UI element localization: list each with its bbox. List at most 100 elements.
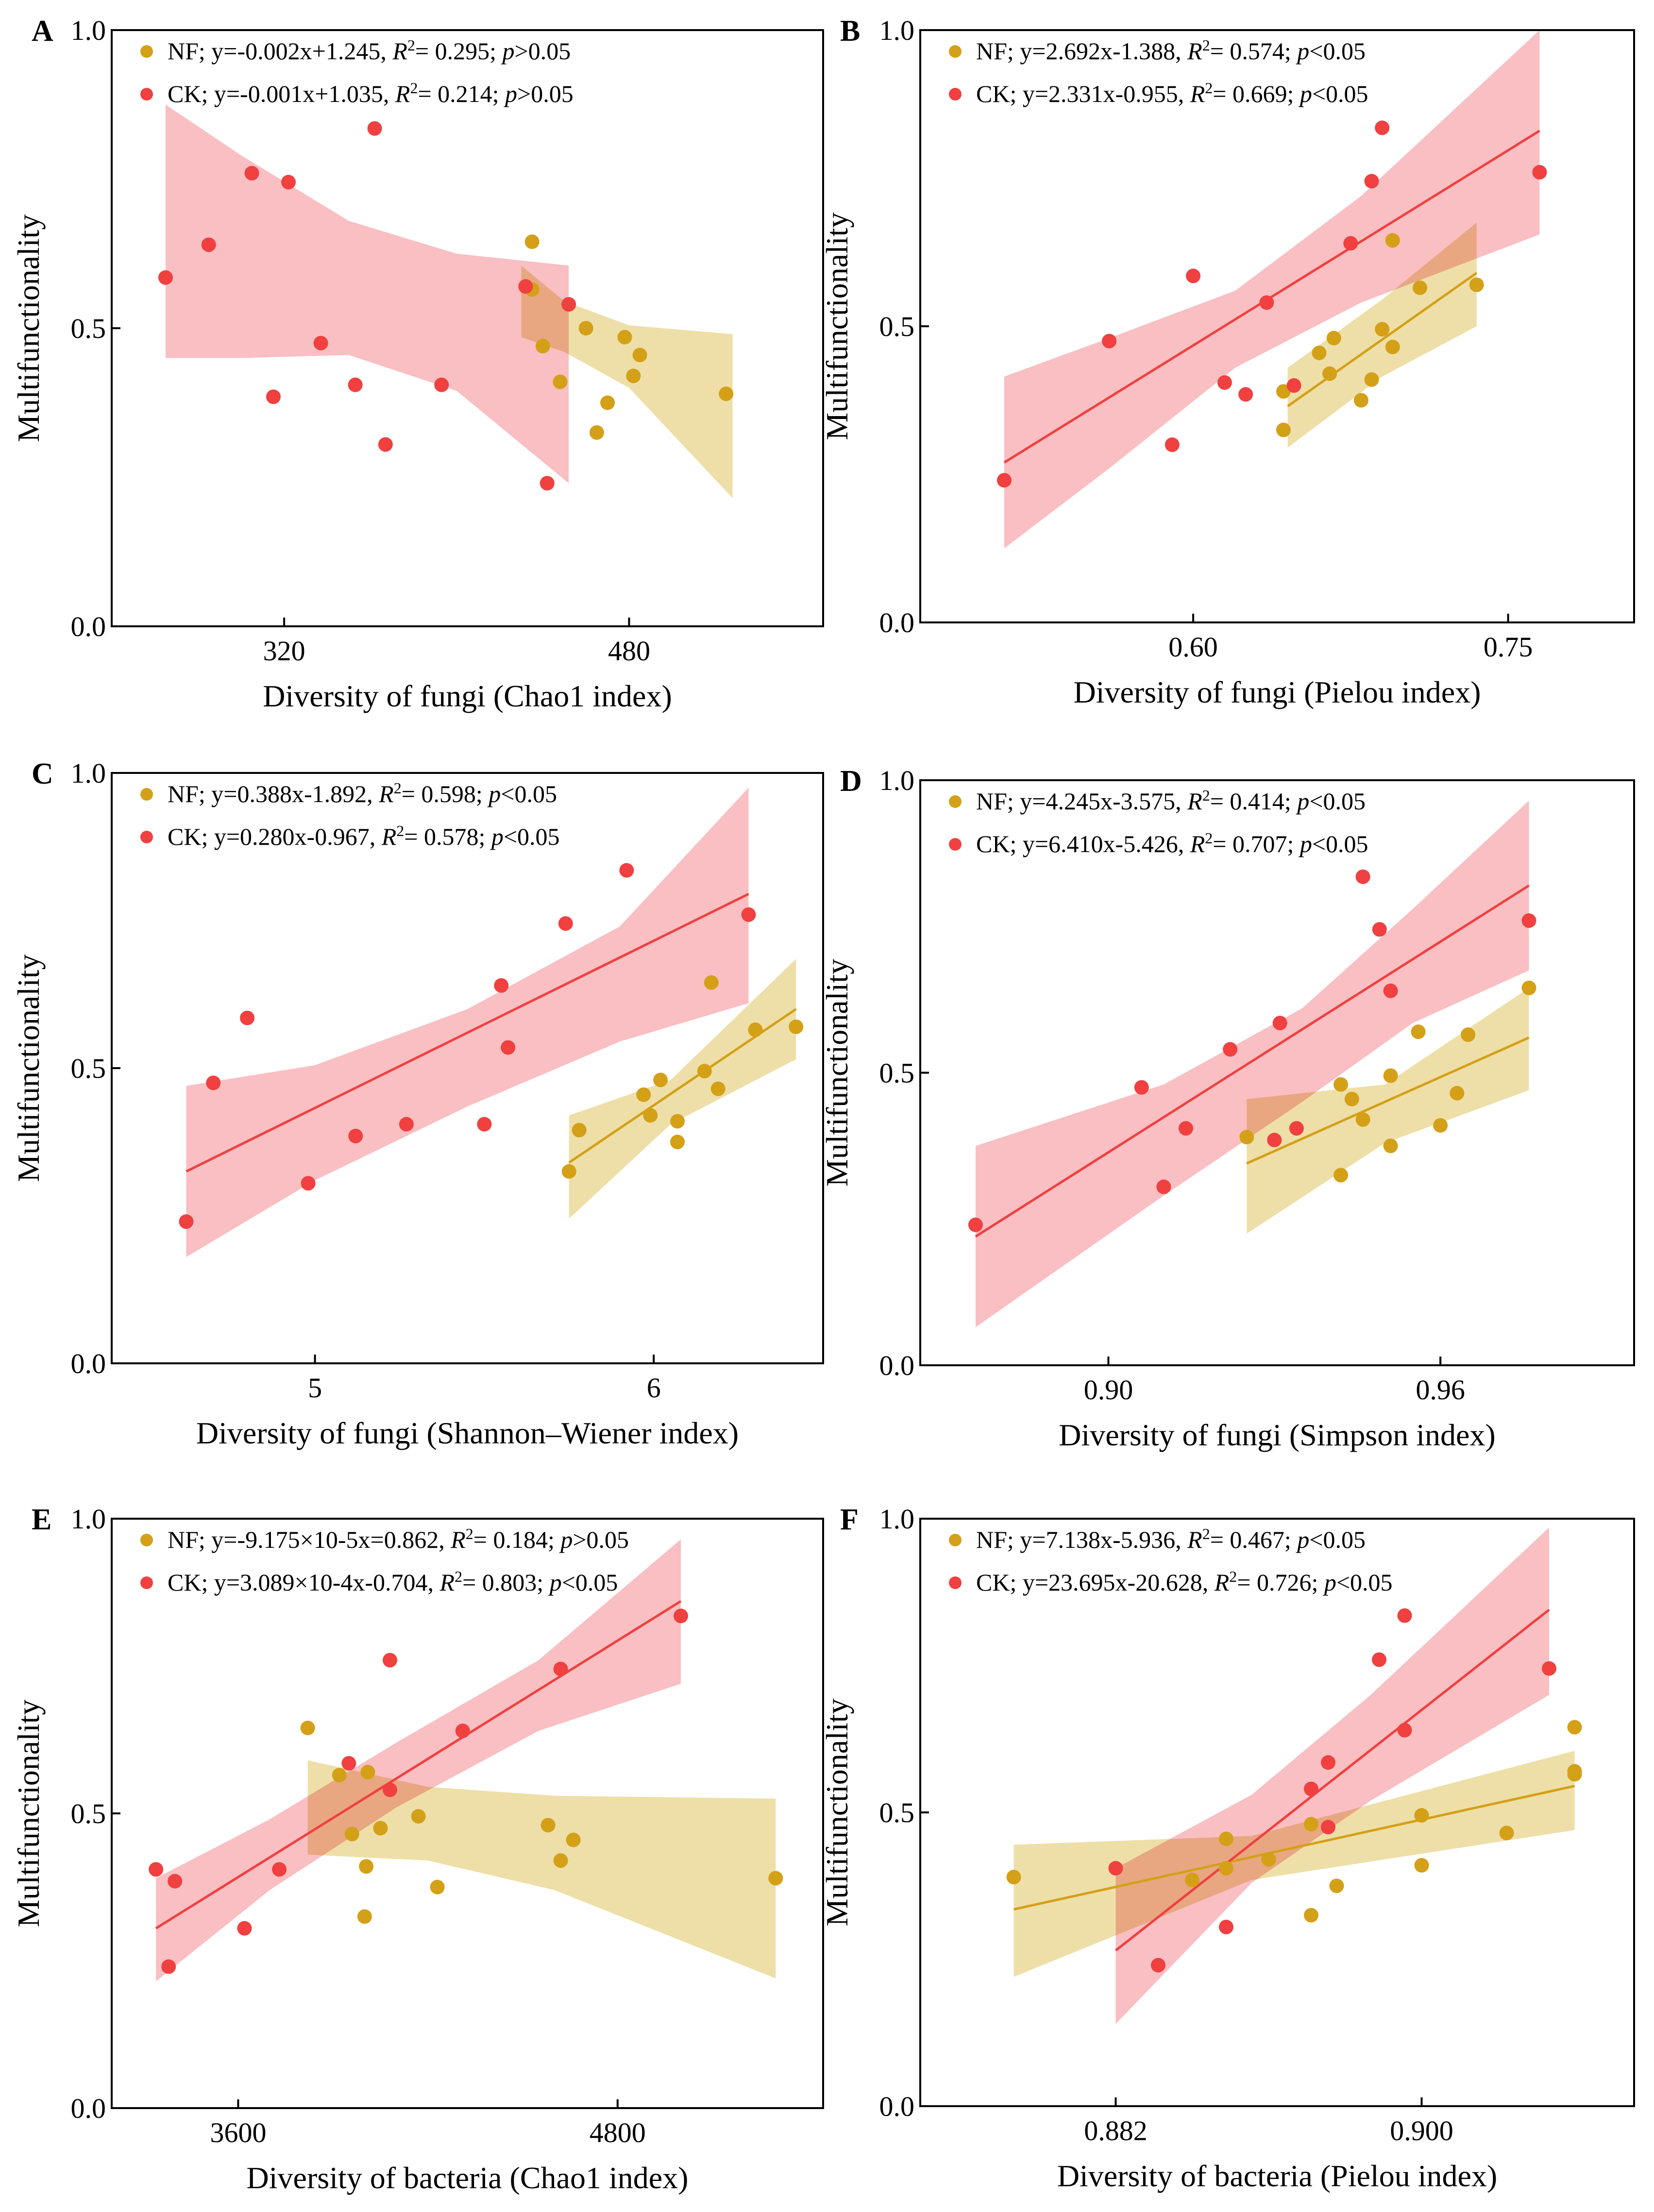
ck-data-point bbox=[434, 377, 449, 392]
ck-data-point bbox=[1134, 1080, 1149, 1095]
ck-data-point bbox=[477, 1117, 492, 1132]
ck-legend-label: CK; y=23.695x-20.628, R2= 0.726; p<0.05 bbox=[976, 1568, 1393, 1596]
nf-data-point bbox=[1312, 345, 1327, 360]
nf-data-point bbox=[561, 1164, 576, 1179]
plot-area bbox=[996, 30, 1547, 549]
plot-area bbox=[149, 1539, 783, 1981]
nf-data-point bbox=[1413, 280, 1427, 295]
y-tick-label: 1.0 bbox=[71, 15, 106, 46]
nf-data-point bbox=[1375, 322, 1390, 337]
ck-data-point bbox=[1521, 913, 1536, 928]
nf-regression-line bbox=[1246, 1036, 1530, 1165]
ck-data-point bbox=[561, 297, 576, 312]
ck-data-point bbox=[1156, 1179, 1171, 1194]
nf-data-point bbox=[643, 1108, 658, 1123]
nf-data-point bbox=[572, 1123, 587, 1138]
nf-legend-label: NF; y=0.388x-1.892, R2= 0.598; p<0.05 bbox=[168, 779, 557, 807]
ck-data-point bbox=[1343, 236, 1358, 251]
ck-regression-line bbox=[1003, 130, 1540, 464]
ck-legend-marker bbox=[949, 838, 962, 851]
ck-data-point bbox=[1542, 1661, 1556, 1676]
y-axis-title: Multifunctionality bbox=[11, 214, 46, 442]
ck-regression-line bbox=[1114, 1609, 1550, 1952]
nf-regression-line bbox=[1013, 1785, 1575, 1911]
panel-d: 0.0 0.5 1.0 0.90 0.96 D Diversity of fungi (Si… bbox=[820, 765, 1635, 1452]
nf-data-point bbox=[553, 1853, 568, 1868]
nf-data-point bbox=[1383, 1139, 1398, 1154]
y-tick-label: 1.0 bbox=[879, 1503, 915, 1535]
x-tick-label: 480 bbox=[608, 635, 650, 667]
ck-data-point bbox=[1186, 268, 1201, 284]
nf-data-point bbox=[344, 1827, 359, 1842]
ck-data-point bbox=[558, 916, 573, 931]
y-axis-title: Multifunctionality bbox=[820, 212, 854, 440]
x-tick-label: 0.75 bbox=[1484, 631, 1533, 663]
ck-data-point bbox=[348, 1128, 363, 1143]
ck-data-point bbox=[1219, 1919, 1233, 1934]
panel-letter: E bbox=[32, 1503, 51, 1536]
x-tick-label: 320 bbox=[263, 635, 305, 667]
nf-legend-marker bbox=[949, 1534, 962, 1546]
nf-data-point bbox=[670, 1135, 685, 1149]
ck-confidence-band bbox=[165, 104, 569, 484]
ck-data-point bbox=[237, 1921, 252, 1936]
nf-data-point bbox=[748, 1022, 763, 1037]
nf-data-point bbox=[332, 1768, 347, 1783]
nf-data-point bbox=[1383, 1068, 1398, 1083]
ck-data-point bbox=[168, 1874, 183, 1889]
nf-data-point bbox=[1364, 372, 1379, 387]
panel-letter: C bbox=[32, 757, 53, 790]
panel-letter: F bbox=[840, 1503, 859, 1536]
nf-data-point bbox=[653, 1072, 668, 1088]
nf-data-point bbox=[1304, 1908, 1318, 1923]
ck-confidence-band bbox=[1115, 1527, 1549, 2024]
y-tick-label: 1.0 bbox=[71, 1503, 106, 1535]
nf-data-point bbox=[789, 1019, 804, 1034]
ck-confidence-band bbox=[975, 801, 1529, 1327]
plot-area bbox=[158, 104, 734, 498]
y-tick-label: 1.0 bbox=[879, 765, 915, 796]
ck-legend-label: CK; y=2.331x-0.955, R2= 0.669; p<0.05 bbox=[976, 79, 1368, 107]
nf-data-point bbox=[535, 338, 550, 353]
nf-data-point bbox=[1239, 1130, 1254, 1145]
ck-data-point bbox=[201, 237, 216, 252]
ck-data-point bbox=[1532, 165, 1547, 180]
y-tick-label: 0.0 bbox=[71, 611, 106, 642]
ck-data-point bbox=[1286, 378, 1301, 393]
ck-data-point bbox=[1372, 1652, 1386, 1667]
nf-data-point bbox=[1329, 1878, 1344, 1894]
y-tick-label: 0.0 bbox=[879, 607, 915, 638]
nf-data-point bbox=[1521, 980, 1536, 995]
nf-data-point bbox=[300, 1720, 315, 1735]
ck-data-point bbox=[501, 1040, 516, 1055]
ck-data-point bbox=[301, 1176, 316, 1191]
ck-data-point bbox=[1102, 334, 1117, 349]
nf-legend-marker bbox=[949, 45, 962, 58]
panel-c: 0.0 0.5 1.0 5 6 C Diversity of fungi (Shannon–… bbox=[11, 757, 824, 1450]
panel-e: 0.0 0.5 1.0 3600 4800 E Diversity of bacteria … bbox=[11, 1503, 824, 2195]
nf-data-point bbox=[1433, 1118, 1448, 1133]
nf-data-point bbox=[1219, 1860, 1233, 1876]
nf-data-point bbox=[359, 1859, 374, 1874]
ck-legend-marker bbox=[140, 88, 153, 101]
nf-confidence-band bbox=[569, 959, 796, 1219]
nf-regression-line bbox=[1287, 272, 1478, 407]
y-tick-label: 0.5 bbox=[71, 1798, 106, 1829]
nf-data-point bbox=[357, 1909, 372, 1924]
x-axis-title: Diversity of fungi (Simpson index) bbox=[1059, 1418, 1495, 1452]
nf-data-point bbox=[540, 1818, 556, 1833]
ck-data-point bbox=[1321, 1755, 1335, 1770]
nf-data-point bbox=[1450, 1086, 1465, 1101]
nf-legend-label: NF; y=-9.175×10-5x=0.862, R2= 0.184; p>0… bbox=[168, 1525, 629, 1553]
ck-data-point bbox=[996, 473, 1012, 488]
ck-data-point bbox=[378, 437, 393, 452]
y-tick-label: 1.0 bbox=[879, 15, 915, 46]
ck-data-point bbox=[674, 1609, 688, 1624]
nf-data-point bbox=[617, 330, 632, 345]
y-axis-title: Multifunctionality bbox=[820, 959, 854, 1187]
nf-data-point bbox=[710, 1081, 726, 1096]
y-axis-title: Multifunctionality bbox=[11, 954, 46, 1182]
x-axis-title: Diversity of fungi (Shannon–Wiener index… bbox=[196, 1416, 739, 1450]
ck-regression-line bbox=[155, 1600, 682, 1929]
